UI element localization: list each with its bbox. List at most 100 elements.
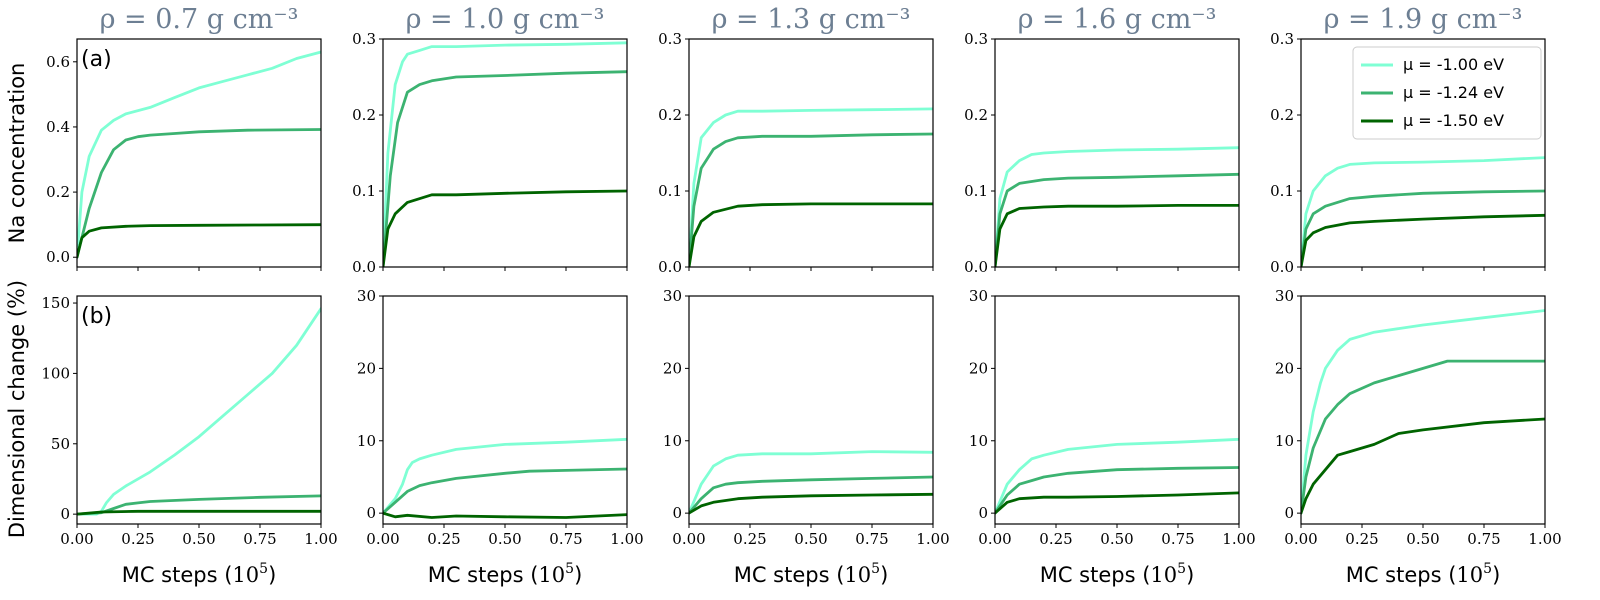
x-axis-label-base: 10 xyxy=(232,563,259,587)
y-tick-label: 0 xyxy=(1284,504,1294,522)
y-tick-label: 20 xyxy=(1275,359,1294,377)
x-axis-label-close: ) xyxy=(1492,563,1500,587)
series-line-2 xyxy=(383,191,627,267)
x-axis-label: MC steps (105) xyxy=(428,561,583,587)
series-line-2 xyxy=(689,204,933,267)
series-line-0 xyxy=(1301,158,1545,267)
x-axis-label: MC steps (105) xyxy=(122,561,277,587)
y-tick-label: 0.2 xyxy=(964,106,988,124)
x-tick-label: 0.75 xyxy=(1161,530,1194,548)
y-tick-label: 0 xyxy=(672,504,682,522)
x-axis-label-sup: 5 xyxy=(1483,561,1492,577)
x-axis-label-text: MC steps ( xyxy=(122,563,233,587)
x-axis-label-text: MC steps ( xyxy=(734,563,845,587)
y-tick-label: 0.1 xyxy=(964,182,988,200)
panel-r1-c0: 0 50 100 150 0.00 0.25 0.50 0.75 1.00 MC steps (1… xyxy=(41,294,337,587)
y-tick-label: 0.0 xyxy=(1270,258,1294,276)
series-line-0 xyxy=(689,109,933,267)
y-tick-label: 0.6 xyxy=(46,53,70,71)
x-tick-label: 0.50 xyxy=(1100,530,1133,548)
x-axis-label-close: ) xyxy=(880,563,888,587)
x-tick-label: 1.00 xyxy=(1222,530,1255,548)
panel-r0-c1: 0.0 0.1 0.2 0.3 xyxy=(352,30,627,276)
y-tick-label: 30 xyxy=(969,287,988,305)
series-group xyxy=(995,148,1239,267)
x-tick-label: 0.75 xyxy=(549,530,582,548)
x-axis-label-sup: 5 xyxy=(1177,561,1186,577)
x-tick-label: 0.25 xyxy=(1039,530,1072,548)
series-group xyxy=(383,439,627,517)
y-axis-label-bottom-text: Dimensional change ( xyxy=(5,309,29,538)
x-tick-label: 0.25 xyxy=(121,530,154,548)
x-axis-label-close: ) xyxy=(574,563,582,587)
y-tick-label: 10 xyxy=(969,432,988,450)
x-axis-label-base: 10 xyxy=(1150,563,1177,587)
panel-r1-c4: 01020300.00 0.25 0.50 0.75 1.00MC steps (105… xyxy=(1275,287,1562,587)
series-group xyxy=(995,439,1239,513)
x-axis-label: MC steps (105) xyxy=(734,561,889,587)
series-group xyxy=(689,452,933,513)
x-axis-label-close: ) xyxy=(268,563,276,587)
axes-frame xyxy=(77,39,321,267)
y-tick-label: 0.2 xyxy=(658,106,682,124)
series-line-2 xyxy=(77,511,321,514)
x-axis-label: MC steps (105) xyxy=(1040,561,1195,587)
x-tick-label: 0.25 xyxy=(427,530,460,548)
series-group xyxy=(77,309,321,514)
series-group xyxy=(1301,158,1545,267)
axes-frame xyxy=(77,296,321,524)
series-group xyxy=(77,52,321,257)
legend-entry: μ = -1.50 eV xyxy=(1403,111,1504,130)
x-tick-label: 1.00 xyxy=(610,530,643,548)
series-line-0 xyxy=(995,439,1239,513)
y-tick-label: 0.3 xyxy=(1270,30,1294,48)
column-title: ρ = 0.7 g cm⁻³ xyxy=(100,4,299,35)
axes-frame xyxy=(689,296,933,524)
x-tick-label: 1.00 xyxy=(916,530,949,548)
x-tick-label: 0.75 xyxy=(1467,530,1500,548)
x-tick-label: 0.00 xyxy=(366,530,399,548)
legend-entry: μ = -1.24 eV xyxy=(1403,83,1504,102)
x-axis-label: MC steps (105) xyxy=(1346,561,1501,587)
y-tick-label: 30 xyxy=(1275,287,1294,305)
series-line-1 xyxy=(1301,361,1545,513)
x-tick-label: 0.00 xyxy=(672,530,705,548)
series-line-0 xyxy=(77,309,321,514)
series-line-2 xyxy=(1301,215,1545,267)
series-line-2 xyxy=(995,493,1239,513)
figure: ρ = 0.7 g cm⁻³ ρ = 1.0 g cm⁻³ ρ = 1.3 g cm… xyxy=(0,0,1600,600)
y-tick-label: 10 xyxy=(1275,432,1294,450)
y-tick-label: 20 xyxy=(969,359,988,377)
axes-frame xyxy=(995,296,1239,524)
series-line-1 xyxy=(995,174,1239,267)
series-line-1 xyxy=(77,130,321,258)
x-axis-label-close: ) xyxy=(1186,563,1194,587)
y-tick-label: 0 xyxy=(60,505,70,523)
panel-label: (a) xyxy=(81,47,112,72)
y-tick-label: 0.2 xyxy=(46,183,70,201)
x-axis-label-text: MC steps ( xyxy=(428,563,539,587)
panel-r0-c0: 0.0 0.2 0.4 0.6 (a) xyxy=(46,39,321,271)
x-tick-label: 0.75 xyxy=(243,530,276,548)
axes-frame xyxy=(1301,296,1545,524)
x-tick-label: 0.50 xyxy=(794,530,827,548)
legend-entry: μ = -1.00 eV xyxy=(1403,55,1504,74)
y-tick-label: 30 xyxy=(357,287,376,305)
y-tick-label: 10 xyxy=(357,432,376,450)
x-tick-label: 0.75 xyxy=(855,530,888,548)
series-line-0 xyxy=(383,439,627,513)
series-line-0 xyxy=(1301,311,1545,514)
panel-r0-c2: 0.0 0.1 0.2 0.3 xyxy=(658,30,933,276)
y-axis-label-bottom: Dimensional change (%) xyxy=(5,280,30,538)
y-tick-label: 20 xyxy=(357,359,376,377)
y-tick-label: 0 xyxy=(366,504,376,522)
y-tick-label: 0.1 xyxy=(1270,182,1294,200)
column-titles: ρ = 0.7 g cm⁻³ ρ = 1.0 g cm⁻³ ρ = 1.3 g cm… xyxy=(100,4,1523,35)
series-group xyxy=(383,43,627,267)
x-tick-label: 0.00 xyxy=(1284,530,1317,548)
y-tick-label: 150 xyxy=(41,294,70,312)
x-tick-label: 0.00 xyxy=(60,530,93,548)
y-tick-label: 0.1 xyxy=(658,182,682,200)
